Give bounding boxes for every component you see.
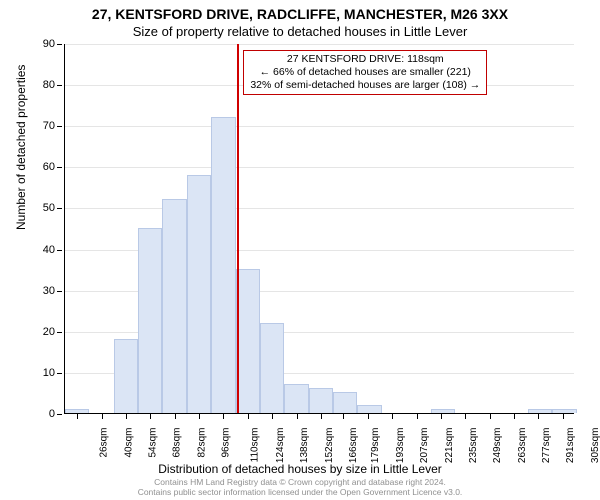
x-tick-label: 263sqm [517, 428, 528, 464]
x-tick [514, 414, 515, 419]
annotation-line-3: 32% of semi-detached houses are larger (… [250, 79, 480, 92]
y-tick [57, 373, 62, 374]
x-tick [272, 414, 273, 419]
gridline [65, 167, 574, 168]
x-tick [150, 414, 151, 419]
histogram-bar [114, 339, 138, 413]
x-tick [417, 414, 418, 419]
x-tick [490, 414, 491, 419]
y-tick [57, 332, 62, 333]
y-tick [57, 167, 62, 168]
x-tick-label: 166sqm [348, 428, 359, 464]
y-tick-label: 60 [43, 161, 55, 173]
x-tick [297, 414, 298, 419]
y-tick-label: 30 [43, 285, 55, 297]
y-tick [57, 291, 62, 292]
y-tick-label: 70 [43, 120, 55, 132]
x-tick [248, 414, 249, 419]
x-tick [102, 414, 103, 419]
gridline [65, 126, 574, 127]
x-tick-label: 221sqm [444, 428, 455, 464]
y-tick [57, 44, 62, 45]
attribution-line-2: Contains public sector information licen… [0, 488, 600, 498]
x-tick-label: 305sqm [590, 428, 600, 464]
y-axis-label: Number of detached properties [14, 65, 28, 230]
y-tick [57, 85, 62, 86]
y-tick-label: 40 [43, 244, 55, 256]
y-tick-label: 0 [49, 408, 55, 420]
gridline [65, 44, 574, 45]
histogram-bar [357, 405, 381, 413]
histogram-bar [162, 199, 186, 413]
x-tick-label: 82sqm [196, 428, 207, 458]
y-tick-label: 10 [43, 367, 55, 379]
x-tick [441, 414, 442, 419]
x-tick [368, 414, 369, 419]
x-tick-label: 277sqm [541, 428, 552, 464]
annotation-line-1: 27 KENTSFORD DRIVE: 118sqm [250, 53, 480, 66]
y-tick-label: 50 [43, 202, 55, 214]
plot-area: 010203040506070809026sqm40sqm54sqm68sqm8… [64, 44, 574, 414]
x-tick-label: 54sqm [147, 428, 158, 458]
x-tick [321, 414, 322, 419]
title-line-2: Size of property relative to detached ho… [0, 24, 600, 39]
histogram-bar [528, 409, 552, 413]
x-tick-label: 291sqm [566, 428, 577, 464]
x-tick-label: 68sqm [172, 428, 183, 458]
x-tick [538, 414, 539, 419]
histogram-bar [333, 392, 357, 413]
x-tick-label: 152sqm [324, 428, 335, 464]
histogram-bar [138, 228, 162, 413]
x-tick [199, 414, 200, 419]
histogram-bar [211, 117, 235, 413]
histogram-bar [260, 323, 284, 413]
marker-line [237, 44, 239, 413]
chart-container: 27, KENTSFORD DRIVE, RADCLIFFE, MANCHEST… [0, 0, 600, 500]
histogram-bar [65, 409, 89, 413]
x-tick-label: 96sqm [221, 428, 232, 458]
x-tick [223, 414, 224, 419]
title-line-1: 27, KENTSFORD DRIVE, RADCLIFFE, MANCHEST… [0, 6, 600, 22]
x-axis-label: Distribution of detached houses by size … [0, 462, 600, 476]
y-tick [57, 208, 62, 209]
x-tick-label: 235sqm [468, 428, 479, 464]
histogram-bar [187, 175, 211, 413]
annotation-box: 27 KENTSFORD DRIVE: 118sqm← 66% of detac… [243, 50, 487, 95]
x-tick-label: 110sqm [250, 428, 261, 463]
x-tick-label: 138sqm [299, 428, 310, 464]
x-tick-label: 26sqm [99, 428, 110, 458]
y-tick [57, 250, 62, 251]
y-tick-label: 90 [43, 38, 55, 50]
histogram-bar [552, 409, 576, 413]
histogram-bar [284, 384, 308, 413]
gridline [65, 208, 574, 209]
y-tick-label: 20 [43, 326, 55, 338]
histogram-bar [431, 409, 455, 413]
x-tick-label: 249sqm [492, 428, 503, 464]
annotation-line-2: ← 66% of detached houses are smaller (22… [250, 66, 480, 79]
x-tick [563, 414, 564, 419]
y-tick [57, 414, 62, 415]
x-tick-label: 179sqm [371, 428, 382, 464]
x-tick-label: 207sqm [419, 428, 430, 464]
x-tick [126, 414, 127, 419]
histogram-bar [309, 388, 333, 413]
x-tick-label: 40sqm [123, 428, 134, 458]
x-tick [343, 414, 344, 419]
y-tick-label: 80 [43, 79, 55, 91]
y-tick [57, 126, 62, 127]
x-tick [465, 414, 466, 419]
x-tick [77, 414, 78, 419]
x-tick [175, 414, 176, 419]
x-tick-label: 193sqm [395, 428, 406, 464]
x-tick [392, 414, 393, 419]
x-tick-label: 124sqm [275, 428, 286, 464]
attribution: Contains HM Land Registry data © Crown c… [0, 478, 600, 498]
